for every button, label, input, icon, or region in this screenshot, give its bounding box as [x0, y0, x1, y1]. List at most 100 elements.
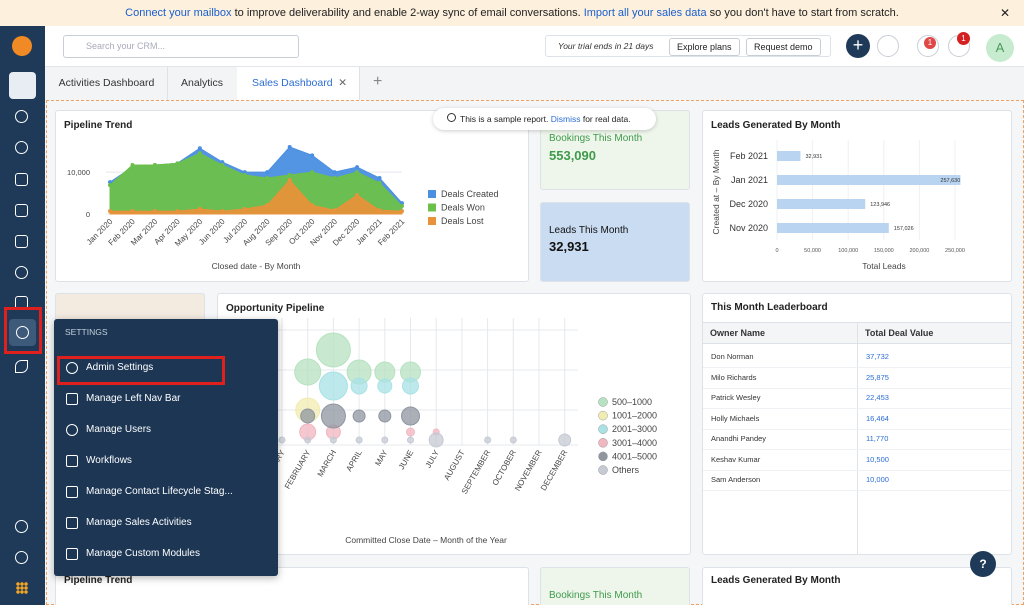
kpi-title: Bookings This Month	[549, 590, 643, 601]
banner-link[interactable]: Connect your mailbox	[125, 7, 232, 19]
add-button[interactable]: +	[846, 34, 870, 58]
sample-notice: This is a sample report. Dismiss for rea…	[433, 108, 656, 130]
nav-contacts[interactable]	[15, 110, 28, 123]
badge: 1	[924, 37, 936, 49]
card-title: Opportunity Pipeline	[226, 303, 325, 314]
badge: 1	[957, 32, 970, 45]
menu-icon	[66, 362, 78, 374]
card-title: Pipeline Trend	[64, 120, 133, 131]
card-title: This Month Leaderboard	[711, 302, 828, 313]
nav-apps[interactable]	[16, 582, 28, 594]
menu-item[interactable]: Manage Custom Modules	[86, 548, 200, 559]
add-tab[interactable]: +	[373, 73, 383, 90]
row-divider	[703, 449, 1011, 450]
column-header: Total Deal Value	[865, 328, 934, 338]
menu-icon	[66, 486, 78, 498]
row-divider	[703, 428, 1011, 430]
kpi-title: Bookings This Month	[549, 133, 643, 144]
tab-label: Sales Dashboard	[252, 77, 333, 89]
notice-text: for real data.	[582, 114, 631, 124]
nav-documents[interactable]	[15, 204, 28, 217]
owner-name: Don Norman	[711, 352, 754, 361]
nav-chat[interactable]	[15, 235, 28, 248]
menu-item[interactable]: Manage Users	[86, 424, 152, 435]
search-box[interactable]: Search your CRM...	[63, 35, 299, 58]
kpi-value: 553,090	[549, 148, 596, 163]
menu-item[interactable]: Manage Contact Lifecycle Stag...	[86, 486, 233, 497]
banner-text: to improve deliverability and enable 2-w…	[231, 7, 584, 19]
leads-gen-card-2	[702, 567, 1012, 605]
settings-menu	[54, 319, 278, 576]
card-title: Pipeline Trend	[64, 575, 133, 586]
notice-text: This is a sample report.	[460, 114, 549, 124]
banner-link[interactable]: Import all your sales data	[583, 7, 707, 19]
menu-heading: SETTINGS	[65, 327, 108, 337]
menu-item[interactable]: Manage Left Nav Bar	[86, 393, 181, 404]
nav-deals[interactable]	[15, 141, 28, 154]
explore-button[interactable]: Explore plans	[669, 38, 740, 56]
info-icon	[447, 113, 456, 122]
leads-gen-card	[702, 110, 1012, 282]
owner-name: Patrick Wesley	[711, 393, 761, 402]
demo-button[interactable]: Request demo	[746, 38, 821, 56]
owner-name: Holly Michaels	[711, 413, 760, 423]
tab-close[interactable]: ✕	[338, 77, 347, 89]
sidebar	[0, 26, 45, 605]
trial-box	[545, 35, 831, 57]
notifications-button[interactable]	[917, 35, 939, 57]
menu-icon	[66, 517, 78, 529]
nav-dashboard[interactable]	[9, 72, 36, 99]
menu-icon	[66, 548, 78, 560]
nav-phone[interactable]	[15, 520, 28, 533]
trial-text: Your trial ends in 21 days	[558, 41, 654, 51]
tab[interactable]: Activities Dashboard	[46, 67, 168, 100]
highlight-box	[57, 356, 225, 385]
row-divider	[703, 387, 1011, 389]
nav-rocket[interactable]	[15, 360, 28, 373]
menu-item[interactable]: Admin Settings	[86, 362, 154, 373]
owner-name: Milo Richards	[711, 372, 757, 382]
deal-value[interactable]: 25,875	[866, 372, 889, 382]
menu-item[interactable]: Manage Sales Activities	[86, 517, 192, 528]
menu-icon	[66, 393, 78, 405]
tab-bar	[45, 67, 1024, 100]
nav-messages[interactable]	[15, 551, 28, 564]
deal-value[interactable]: 10,000	[866, 475, 889, 484]
column-divider	[857, 322, 858, 554]
deal-value[interactable]: 22,453	[866, 393, 889, 402]
bookings-card-2	[540, 567, 690, 605]
mail-button[interactable]	[877, 35, 899, 57]
settings-icon	[16, 326, 29, 339]
kpi-title: Leads This Month	[549, 225, 629, 236]
banner-text: so you don't have to start from scratch.	[706, 7, 899, 19]
tab-active[interactable]: Sales Dashboard ✕	[237, 67, 360, 100]
deal-value[interactable]: 11,770	[866, 434, 889, 443]
row-divider	[703, 367, 1011, 368]
card-title: Leads Generated By Month	[711, 120, 841, 131]
owner-name: Keshav Kumar	[711, 454, 761, 464]
highlight-box	[4, 307, 42, 354]
close-icon[interactable]: ✕	[999, 6, 1010, 20]
row-divider	[703, 469, 1011, 471]
kpi-value: 32,931	[549, 239, 589, 254]
pipeline-card	[55, 110, 529, 282]
deal-value[interactable]: 10,500	[866, 454, 889, 464]
card-title: Leads Generated By Month	[711, 575, 841, 586]
row-divider	[703, 490, 1011, 491]
menu-icon	[66, 455, 78, 467]
nav-products[interactable]	[15, 173, 28, 186]
tab[interactable]: Analytics	[167, 67, 238, 100]
row-divider	[703, 408, 1011, 409]
deal-value[interactable]: 16,464	[866, 413, 889, 423]
column-header: Owner Name	[710, 328, 766, 338]
logo[interactable]	[12, 36, 32, 56]
opportunity-card	[217, 293, 691, 555]
avatar[interactable]: A	[986, 34, 1014, 62]
nav-automation[interactable]	[15, 266, 28, 279]
deal-value[interactable]: 37,732	[866, 352, 889, 361]
menu-item[interactable]: Workflows	[86, 455, 132, 466]
dismiss-link[interactable]: Dismiss	[550, 114, 581, 124]
banner: Connect your mailbox to improve delivera…	[0, 0, 1024, 26]
help-button[interactable]: ?	[970, 551, 996, 577]
